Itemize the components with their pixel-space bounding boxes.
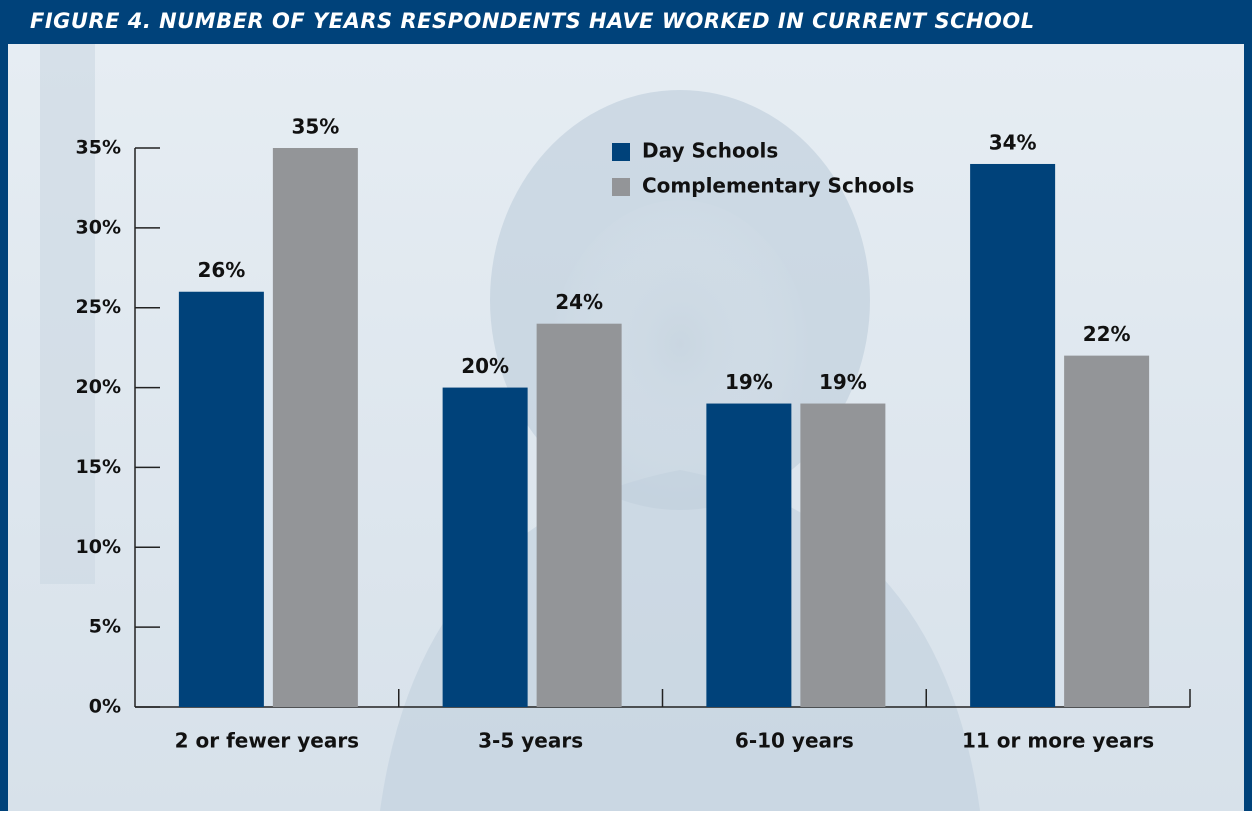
bar	[1064, 355, 1150, 707]
y-tick-label: 25%	[76, 296, 121, 318]
legend-swatch	[612, 178, 630, 196]
y-tick-label: 10%	[76, 536, 121, 558]
bar	[272, 148, 358, 707]
value-label: 26%	[197, 258, 245, 282]
y-tick-label: 20%	[76, 376, 121, 398]
bar	[536, 323, 622, 707]
bar	[800, 403, 886, 707]
legend-label: Day Schools	[642, 139, 778, 163]
value-label: 24%	[555, 290, 603, 314]
chart-title: FIGURE 4. NUMBER OF YEARS RESPONDENTS HA…	[30, 9, 1035, 33]
legend-swatch	[612, 143, 630, 161]
x-tick-label: 3-5 years	[478, 729, 583, 753]
x-tick-label: 11 or more years	[962, 729, 1154, 753]
value-label: 19%	[819, 370, 867, 394]
x-tick-label: 6-10 years	[735, 729, 854, 753]
photo-window	[40, 44, 95, 584]
bar	[706, 403, 792, 707]
value-label: 35%	[291, 115, 339, 139]
y-tick-label: 30%	[76, 216, 121, 238]
value-label: 19%	[725, 370, 773, 394]
x-tick-label: 2 or fewer years	[175, 729, 359, 753]
bar	[970, 163, 1056, 707]
y-tick-label: 0%	[89, 696, 121, 718]
y-tick-label: 5%	[89, 616, 121, 638]
value-label: 20%	[461, 354, 509, 378]
value-label: 22%	[1083, 322, 1131, 346]
legend-label: Complementary Schools	[642, 174, 914, 198]
y-tick-label: 35%	[76, 137, 121, 159]
value-label: 34%	[989, 130, 1037, 154]
bar	[178, 291, 264, 707]
y-tick-label: 15%	[76, 456, 121, 478]
bar	[442, 387, 528, 707]
